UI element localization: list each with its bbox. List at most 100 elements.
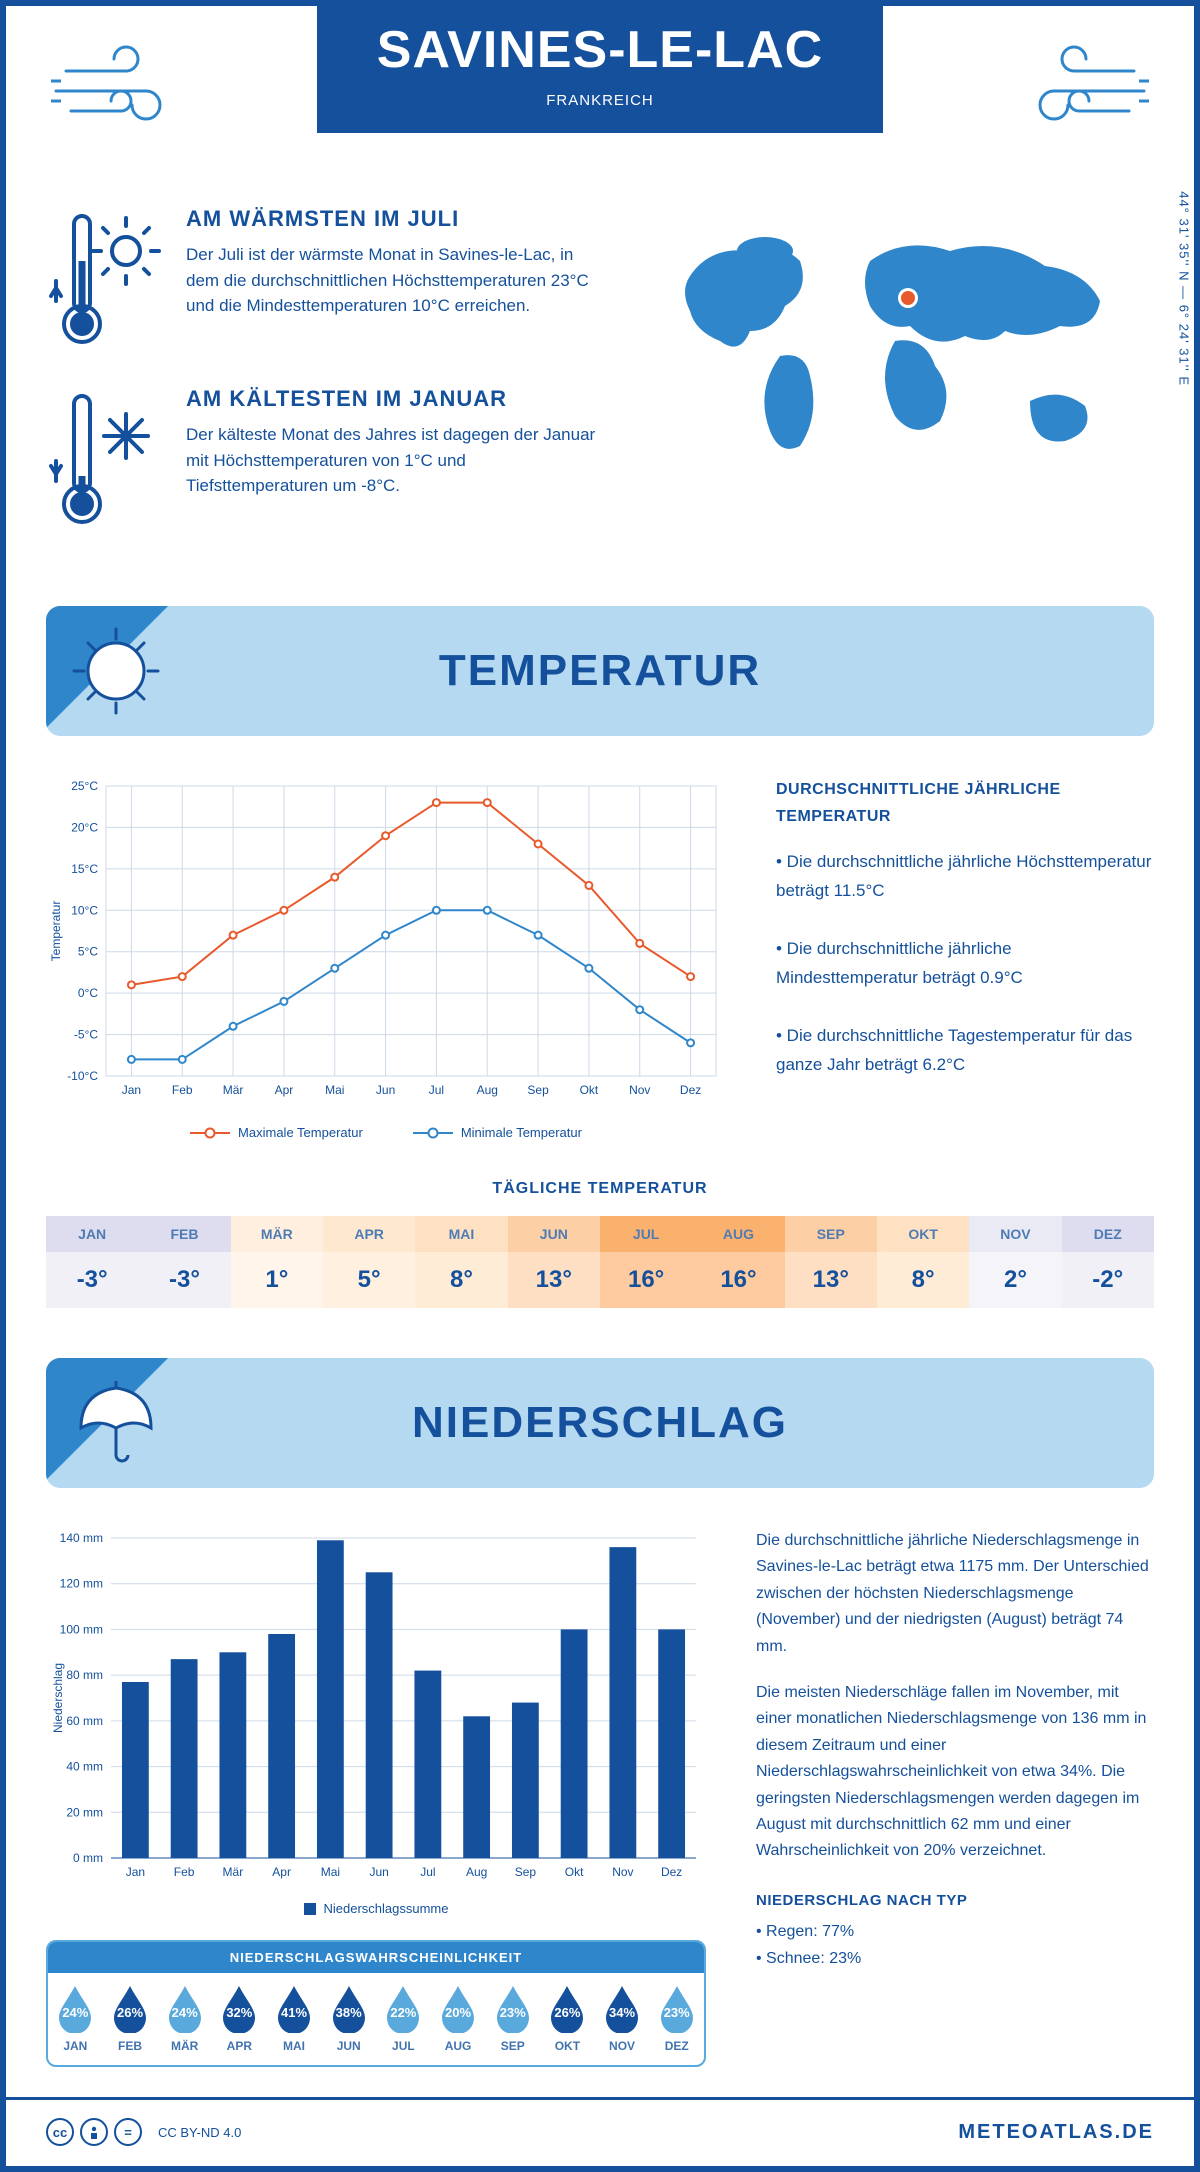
svg-text:Aug: Aug xyxy=(477,1083,498,1097)
svg-text:0°C: 0°C xyxy=(78,986,98,1000)
daily-cell: SEP13° xyxy=(785,1216,877,1308)
svg-text:5°C: 5°C xyxy=(78,945,98,959)
prob-cell: 20%AUG xyxy=(431,1973,486,2065)
svg-text:Nov: Nov xyxy=(629,1083,650,1097)
precipitation-probability-box: NIEDERSCHLAGSWAHRSCHEINLICHKEIT 24%JAN26… xyxy=(46,1940,706,2067)
section-title-temperature: TEMPERATUR xyxy=(46,646,1154,696)
fact-coldest: AM KÄLTESTEN IM JANUAR Der kälteste Mona… xyxy=(46,386,606,536)
prob-cell: 23%DEZ xyxy=(649,1973,704,2065)
svg-text:10°C: 10°C xyxy=(71,903,98,917)
footer: cc = CC BY-ND 4.0 METEOATLAS.DE xyxy=(6,2097,1194,2146)
daily-cell: JUL16° xyxy=(600,1216,692,1308)
precipitation-summary: Die durchschnittliche jährliche Niedersc… xyxy=(756,1528,1154,2067)
coords-label: 44° 31' 35'' N — 6° 24' 31'' E xyxy=(1177,191,1192,386)
svg-text:Mai: Mai xyxy=(321,1865,340,1879)
header: SAVINES-LE-LAC FRANKREICH xyxy=(46,6,1154,186)
svg-text:Mär: Mär xyxy=(223,1083,244,1097)
section-banner-precipitation: NIEDERSCHLAG xyxy=(46,1358,1154,1488)
prob-cell: 23%SEP xyxy=(485,1973,540,2065)
svg-text:Sep: Sep xyxy=(527,1083,549,1097)
svg-text:120 mm: 120 mm xyxy=(60,1577,103,1591)
svg-text:Jun: Jun xyxy=(369,1865,388,1879)
prob-cell: 34%NOV xyxy=(595,1973,650,2065)
daily-cell: NOV2° xyxy=(969,1216,1061,1308)
fact-warm-title: AM WÄRMSTEN IM JULI xyxy=(186,206,606,232)
prob-cell: 38%JUN xyxy=(321,1973,376,2065)
prob-cell: 32%APR xyxy=(212,1973,267,2065)
wind-icon xyxy=(994,31,1154,151)
svg-text:Jul: Jul xyxy=(429,1083,444,1097)
svg-text:0 mm: 0 mm xyxy=(73,1851,103,1865)
svg-text:40 mm: 40 mm xyxy=(66,1760,103,1774)
brand-label: METEOATLAS.DE xyxy=(958,2121,1154,2144)
world-map: 44° 31' 35'' N — 6° 24' 31'' E xyxy=(646,206,1154,566)
daily-cell: APR5° xyxy=(323,1216,415,1308)
svg-text:Okt: Okt xyxy=(580,1083,599,1097)
daily-cell: AUG16° xyxy=(692,1216,784,1308)
svg-text:20°C: 20°C xyxy=(71,820,98,834)
svg-text:Okt: Okt xyxy=(565,1865,584,1879)
prob-cell: 26%FEB xyxy=(103,1973,158,2065)
daily-cell: JUN13° xyxy=(508,1216,600,1308)
country-label: FRANKREICH xyxy=(377,92,823,109)
svg-text:Dez: Dez xyxy=(680,1083,701,1097)
svg-text:25°C: 25°C xyxy=(71,779,98,793)
daily-temp-title: TÄGLICHE TEMPERATUR xyxy=(46,1180,1154,1198)
by-icon xyxy=(80,2118,108,2146)
svg-text:Mär: Mär xyxy=(223,1865,244,1879)
svg-text:Aug: Aug xyxy=(466,1865,487,1879)
section-title-precipitation: NIEDERSCHLAG xyxy=(46,1398,1154,1448)
thermometer-cold-icon xyxy=(46,386,166,536)
svg-text:80 mm: 80 mm xyxy=(66,1668,103,1682)
svg-text:100 mm: 100 mm xyxy=(60,1622,103,1636)
svg-text:Mai: Mai xyxy=(325,1083,344,1097)
wind-icon xyxy=(46,31,206,151)
prob-cell: 24%JAN xyxy=(48,1973,103,2065)
nd-icon: = xyxy=(114,2118,142,2146)
svg-text:60 mm: 60 mm xyxy=(66,1714,103,1728)
title-banner: SAVINES-LE-LAC FRANKREICH xyxy=(317,0,883,133)
svg-text:Jan: Jan xyxy=(122,1083,141,1097)
prob-cell: 22%JUL xyxy=(376,1973,431,2065)
prob-cell: 41%MAI xyxy=(267,1973,322,2065)
svg-text:140 mm: 140 mm xyxy=(60,1531,103,1545)
svg-text:Dez: Dez xyxy=(661,1865,682,1879)
svg-text:Apr: Apr xyxy=(272,1865,291,1879)
section-banner-temperature: TEMPERATUR xyxy=(46,606,1154,736)
legend-precip: Niederschlagssumme xyxy=(304,1901,449,1916)
daily-cell: OKT8° xyxy=(877,1216,969,1308)
svg-text:-10°C: -10°C xyxy=(67,1069,98,1083)
umbrella-icon xyxy=(66,1373,166,1473)
daily-cell: DEZ-2° xyxy=(1062,1216,1154,1308)
svg-text:Temperatur: Temperatur xyxy=(49,901,63,962)
daily-cell: MÄR1° xyxy=(231,1216,323,1308)
legend-high: .legend-item:nth-child(1) .legend-swatch… xyxy=(190,1125,363,1140)
daily-cell: FEB-3° xyxy=(138,1216,230,1308)
daily-temp-strip: JAN-3°FEB-3°MÄR1°APR5°MAI8°JUN13°JUL16°A… xyxy=(46,1216,1154,1308)
legend-low: .legend-item:nth-child(2) .legend-swatch… xyxy=(413,1125,582,1140)
fact-cold-title: AM KÄLTESTEN IM JANUAR xyxy=(186,386,606,412)
fact-cold-text: Der kälteste Monat des Jahres ist dagege… xyxy=(186,422,606,499)
svg-text:Apr: Apr xyxy=(275,1083,294,1097)
svg-text:Jun: Jun xyxy=(376,1083,395,1097)
svg-text:Feb: Feb xyxy=(174,1865,195,1879)
fact-warm-text: Der Juli ist der wärmste Monat in Savine… xyxy=(186,242,606,319)
city-title: SAVINES-LE-LAC xyxy=(377,20,823,80)
cc-icon: cc xyxy=(46,2118,74,2146)
svg-text:Niederschlag: Niederschlag xyxy=(51,1663,65,1733)
svg-text:Jan: Jan xyxy=(126,1865,145,1879)
temperature-summary: DURCHSCHNITTLICHE JÄHRLICHE TEMPERATUR •… xyxy=(776,776,1154,1140)
svg-text:Jul: Jul xyxy=(420,1865,435,1879)
svg-text:Feb: Feb xyxy=(172,1083,193,1097)
svg-text:Sep: Sep xyxy=(515,1865,537,1879)
prob-cell: 26%OKT xyxy=(540,1973,595,2065)
svg-text:-5°C: -5°C xyxy=(74,1028,98,1042)
temperature-chart: -10°C -5°C 0°C 5°C 10°C 15°C 20°C 25°C Jan Feb Mär… xyxy=(46,776,726,1140)
fact-warmest: AM WÄRMSTEN IM JULI Der Juli ist der wär… xyxy=(46,206,606,356)
sun-icon xyxy=(66,621,166,721)
thermometer-hot-icon xyxy=(46,206,166,356)
svg-text:Nov: Nov xyxy=(612,1865,633,1879)
license-badge: cc = CC BY-ND 4.0 xyxy=(46,2118,241,2146)
svg-text:15°C: 15°C xyxy=(71,862,98,876)
precipitation-chart: 0 mm20 mm40 mm60 mm80 mm100 mm120 mm140 … xyxy=(46,1528,706,1888)
